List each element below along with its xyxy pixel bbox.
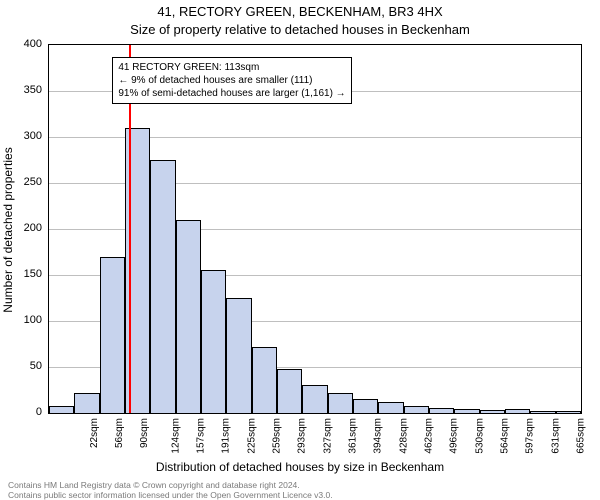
info-box-line: 41 RECTORY GREEN: 113sqm bbox=[118, 61, 345, 74]
y-tick-label: 300 bbox=[8, 130, 42, 142]
histogram-bar bbox=[328, 393, 353, 413]
x-tick-label: 157sqm bbox=[196, 418, 207, 454]
x-tick-label: 597sqm bbox=[525, 418, 536, 454]
histogram-bar bbox=[378, 402, 403, 413]
page-title: 41, RECTORY GREEN, BECKENHAM, BR3 4HX bbox=[0, 4, 600, 19]
histogram-bar bbox=[505, 409, 530, 413]
histogram-bar bbox=[556, 411, 581, 413]
x-tick-label: 665sqm bbox=[576, 418, 587, 454]
histogram-bar bbox=[429, 408, 454, 413]
x-tick-label: 124sqm bbox=[170, 418, 181, 454]
x-tick-label: 631sqm bbox=[550, 418, 561, 454]
x-tick-label: 191sqm bbox=[221, 418, 232, 454]
footer-attribution: Contains HM Land Registry data © Crown c… bbox=[8, 480, 333, 500]
x-axis-label: Distribution of detached houses by size … bbox=[0, 460, 600, 474]
histogram-bar bbox=[176, 220, 201, 413]
y-tick-label: 0 bbox=[8, 406, 42, 418]
y-tick-label: 150 bbox=[8, 268, 42, 280]
histogram-bar bbox=[201, 270, 226, 413]
y-tick-label: 350 bbox=[8, 84, 42, 96]
histogram-bar bbox=[454, 409, 479, 413]
x-tick-label: 293sqm bbox=[297, 418, 308, 454]
chart-region: 41 RECTORY GREEN: 113sqm← 9% of detached… bbox=[48, 44, 582, 414]
y-tick-label: 200 bbox=[8, 222, 42, 234]
histogram-bar bbox=[277, 369, 302, 413]
histogram-bar bbox=[226, 298, 251, 413]
y-tick-label: 100 bbox=[8, 314, 42, 326]
x-tick-label: 462sqm bbox=[424, 418, 435, 454]
x-tick-label: 259sqm bbox=[272, 418, 283, 454]
footer-line: Contains public sector information licen… bbox=[8, 490, 333, 500]
histogram-bar bbox=[100, 257, 125, 413]
histogram-bar bbox=[480, 410, 505, 413]
info-box-line: ← 9% of detached houses are smaller (111… bbox=[118, 74, 345, 87]
page-subtitle: Size of property relative to detached ho… bbox=[0, 22, 600, 37]
histogram-bar bbox=[353, 399, 378, 413]
histogram-bar bbox=[404, 406, 429, 413]
x-tick-label: 327sqm bbox=[322, 418, 333, 454]
x-tick-label: 564sqm bbox=[500, 418, 511, 454]
histogram-bar bbox=[252, 347, 277, 413]
x-tick-label: 530sqm bbox=[474, 418, 485, 454]
x-tick-label: 428sqm bbox=[398, 418, 409, 454]
x-tick-label: 496sqm bbox=[449, 418, 460, 454]
footer-line: Contains HM Land Registry data © Crown c… bbox=[8, 480, 333, 490]
x-tick-label: 394sqm bbox=[373, 418, 384, 454]
y-tick-label: 50 bbox=[8, 360, 42, 372]
x-tick-label: 90sqm bbox=[139, 418, 150, 448]
x-tick-label: 225sqm bbox=[246, 418, 257, 454]
x-tick-label: 361sqm bbox=[348, 418, 359, 454]
histogram-bar bbox=[530, 411, 555, 413]
histogram-bar bbox=[150, 160, 175, 413]
plot-area: 41 RECTORY GREEN: 113sqm← 9% of detached… bbox=[48, 44, 582, 414]
x-tick-label: 22sqm bbox=[89, 418, 100, 448]
info-box: 41 RECTORY GREEN: 113sqm← 9% of detached… bbox=[112, 57, 351, 104]
histogram-bar bbox=[302, 385, 327, 413]
info-box-line: 91% of semi-detached houses are larger (… bbox=[118, 87, 345, 100]
y-tick-label: 400 bbox=[8, 38, 42, 50]
histogram-bar bbox=[49, 406, 74, 413]
histogram-bar bbox=[74, 393, 99, 413]
x-tick-label: 56sqm bbox=[114, 418, 125, 448]
y-tick-label: 250 bbox=[8, 176, 42, 188]
